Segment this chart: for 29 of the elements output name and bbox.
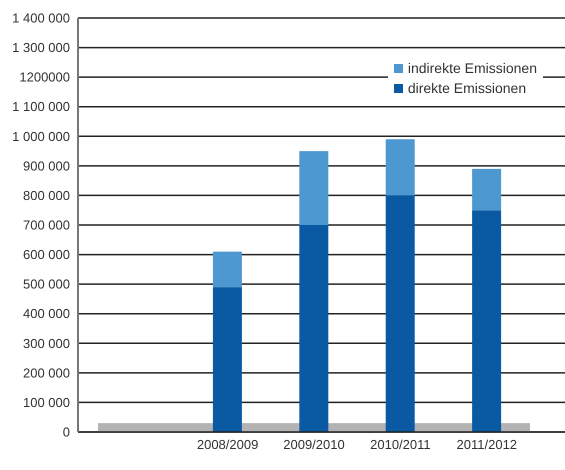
y-tick-label: 1 400 000 [12, 10, 70, 26]
bar [212, 252, 242, 288]
y-tick-label: 1 100 000 [12, 99, 70, 114]
x-tick-label: 2009/2010 [283, 437, 345, 452]
bar [299, 151, 328, 225]
bar [299, 225, 328, 432]
y-tick-label: 800 000 [23, 188, 70, 203]
y-tick-label: 1200000 [19, 70, 70, 85]
bar [472, 210, 502, 432]
bar [386, 139, 415, 196]
y-tick-label: 100 000 [23, 394, 70, 410]
y-tick-label: 700 000 [23, 218, 70, 232]
x-tick-label: 2008/2009 [196, 437, 258, 452]
bar [386, 195, 415, 432]
legend-label: indirekte Emissionen [408, 59, 537, 78]
y-tick-label: 1 000 000 [12, 128, 70, 144]
bar [472, 168, 502, 210]
y-tick-label: 200 000 [23, 365, 70, 380]
y-tick-label: 300 000 [23, 336, 70, 351]
y-tick-label: 600 000 [23, 247, 70, 262]
bar [212, 287, 242, 432]
y-tick-label: 500 000 [23, 276, 70, 292]
x-tick-label: 2011/2012 [456, 437, 518, 452]
y-tick-label: 0 [62, 424, 70, 440]
legend-label: direkte Emissionen [408, 79, 526, 98]
y-tick-label: 900 000 [23, 158, 70, 174]
y-tick-label: 1 300 000 [12, 40, 70, 56]
x-tick-label: 2010/2011 [370, 437, 431, 452]
y-tick-label: 400 000 [23, 306, 70, 322]
